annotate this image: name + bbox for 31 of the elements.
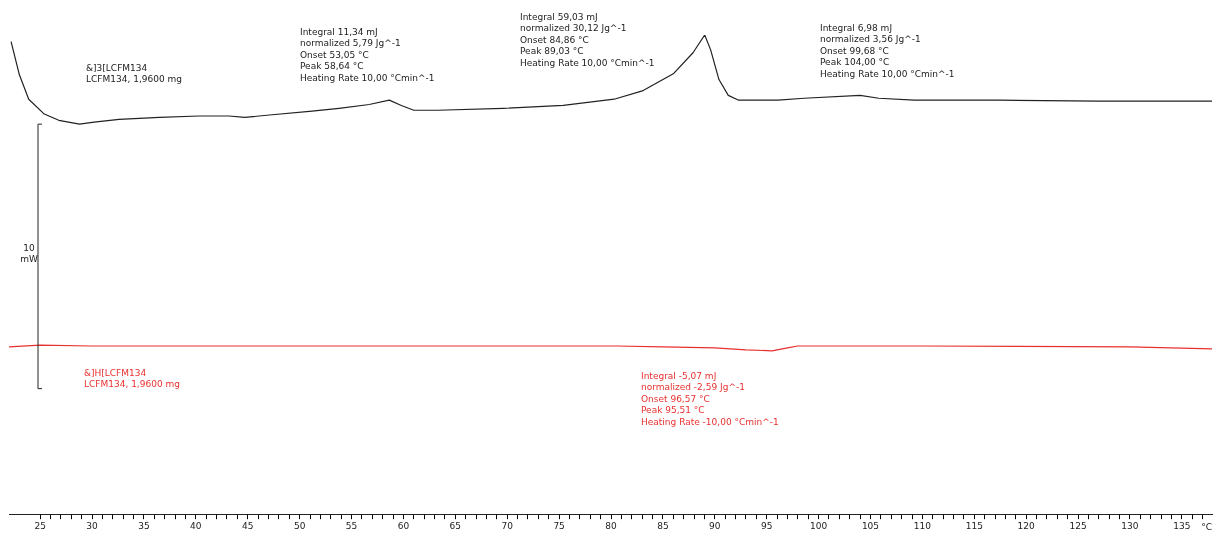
x-tick-label: 30 bbox=[86, 520, 99, 531]
x-tick-label: 45 bbox=[242, 520, 254, 531]
x-tick-label: 135 bbox=[1173, 520, 1191, 531]
annotation: Integral -5,07 mJ normalized -2,59 Jg^-1 Onset 96,57 °C Peak 95,51 °C Heating Rate -10,00 °Cmin^-1 bbox=[641, 370, 779, 427]
x-tick-label: 130 bbox=[1121, 520, 1139, 531]
annotation: Integral 6,98 mJ normalized 3,56 Jg^-1 Onset 99,68 °C Peak 104,00 °C Heating Rate 10,00 °Cmin^-1 bbox=[820, 22, 955, 79]
annotation: 10 mW bbox=[20, 243, 38, 265]
x-tick-label: 25 bbox=[34, 520, 46, 531]
x-tick-label: 115 bbox=[965, 520, 983, 531]
x-tick-label: 40 bbox=[190, 520, 202, 531]
x-tick-label: 100 bbox=[809, 520, 828, 531]
annotation: Integral 11,34 mJ normalized 5,79 Jg^-1 Onset 53,05 °C Peak 58,64 °C Heating Rate 10,00 °Cmin^-1 bbox=[300, 26, 435, 83]
x-tick-label: 55 bbox=[345, 520, 358, 531]
x-tick-label: 60 bbox=[397, 520, 410, 531]
x-tick-label: 75 bbox=[553, 520, 565, 531]
x-axis-title: °C bbox=[1201, 521, 1212, 532]
x-tick-label: 50 bbox=[293, 520, 306, 531]
annotation: Integral 59,03 mJ normalized 30,12 Jg^-1 Onset 84,86 °C Peak 89,03 °C Heating Rate 10,00 °Cmin^-1 bbox=[520, 11, 655, 68]
x-tick-label: 85 bbox=[657, 520, 669, 531]
x-tick-label: 65 bbox=[449, 520, 462, 531]
x-tick-label: 70 bbox=[501, 520, 514, 531]
x-tick-label: 125 bbox=[1069, 520, 1087, 531]
text: &]H[LCFM134 LCFM134, 1,9600 mg bbox=[84, 367, 180, 389]
x-tick-label: 110 bbox=[913, 520, 932, 531]
x-tick-label: 120 bbox=[1017, 520, 1036, 531]
text: &]3[LCFM134 LCFM134, 1,9600 mg bbox=[86, 62, 183, 84]
x-tick-label: 105 bbox=[861, 520, 880, 531]
x-tick-label: 35 bbox=[138, 520, 150, 531]
x-tick-label: 95 bbox=[760, 520, 773, 531]
x-tick-label: 80 bbox=[605, 520, 617, 531]
x-tick-label: 90 bbox=[709, 520, 721, 531]
